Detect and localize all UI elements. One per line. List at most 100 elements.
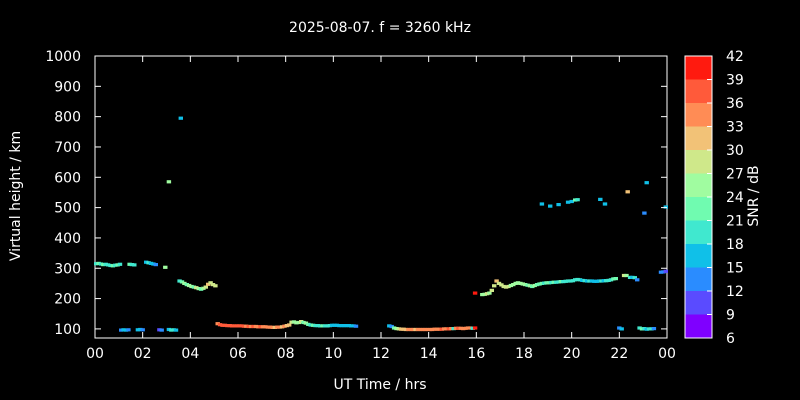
data-point	[94, 262, 99, 266]
data-point	[237, 324, 242, 328]
data-point	[422, 327, 428, 332]
x-tick-label: 20	[563, 346, 581, 362]
data-point	[270, 325, 275, 329]
data-point	[229, 324, 235, 328]
data-point	[592, 279, 597, 283]
colorbar: 6 9 12 15 18 21 24 27 30 33 36 39 42 SNR / dB	[684, 49, 762, 347]
data-point	[96, 261, 101, 265]
x-tick-label: 00	[86, 346, 104, 362]
data-point	[306, 322, 311, 326]
colorbar-band	[685, 220, 712, 244]
data-point	[349, 324, 354, 328]
data-point	[308, 323, 313, 327]
data-point	[315, 324, 320, 328]
data-point	[248, 324, 254, 329]
data-point	[140, 328, 145, 332]
colorbar-band	[685, 197, 712, 221]
data-point	[401, 327, 406, 331]
data-point	[458, 326, 463, 330]
data-point	[439, 327, 444, 331]
colorbar-label: SNR / dB	[746, 165, 762, 226]
data-point	[635, 278, 640, 282]
data-point	[310, 323, 316, 327]
data-point	[611, 277, 616, 281]
data-point	[418, 327, 423, 332]
data-point	[232, 324, 237, 328]
data-point	[532, 283, 537, 288]
y-tick-label: 900	[54, 79, 81, 95]
data-point	[432, 327, 437, 331]
data-point	[110, 264, 116, 268]
data-point	[341, 324, 347, 328]
data-point	[546, 281, 552, 285]
data-point	[275, 325, 280, 329]
data-point	[151, 262, 156, 266]
data-point	[561, 280, 566, 284]
y-tick-label: 600	[54, 170, 81, 186]
colorbar-tick-label: 30	[726, 143, 744, 159]
data-point	[494, 279, 499, 283]
data-point	[251, 324, 256, 329]
data-point	[121, 328, 126, 332]
data-point	[420, 327, 425, 332]
data-point	[446, 327, 452, 331]
data-point	[334, 323, 340, 327]
data-point	[215, 322, 220, 326]
x-axis-ticks: 00 02 04 06 08 10 12 14 16 18 20 22 00	[86, 56, 676, 362]
data-point	[117, 262, 123, 266]
data-point	[644, 327, 649, 331]
y-tick-label: 1000	[45, 49, 81, 65]
data-point	[639, 327, 645, 331]
data-point	[191, 285, 197, 289]
data-point	[157, 328, 162, 332]
x-tick-label: 10	[324, 346, 342, 362]
colorbar-ticks: 6 9 12 15 18 21 24 27 30 33 36 39 42	[707, 49, 744, 347]
data-point	[465, 326, 471, 330]
data-point	[119, 328, 124, 332]
y-tick-label: 400	[54, 231, 81, 247]
colorbar-band	[685, 314, 712, 338]
data-point	[201, 286, 206, 290]
data-point	[296, 320, 301, 325]
data-point	[322, 324, 328, 328]
data-point	[173, 328, 179, 332]
data-point	[646, 327, 652, 331]
data-point	[518, 281, 523, 285]
colorbar-tick-label: 21	[726, 214, 744, 230]
data-point	[258, 325, 263, 329]
data-point	[468, 326, 473, 330]
data-point	[577, 278, 583, 282]
data-point	[171, 328, 176, 332]
data-point	[227, 324, 232, 328]
colorbar-bands	[685, 56, 712, 338]
data-point	[144, 260, 149, 264]
colorbar-tick-label: 36	[726, 96, 744, 112]
data-point	[220, 323, 225, 327]
chart-title: 2025-08-07. f = 3260 kHz	[289, 20, 471, 36]
data-point	[663, 269, 668, 273]
data-point	[198, 287, 204, 291]
data-point	[539, 202, 545, 206]
data-point	[210, 283, 216, 287]
data-point	[589, 279, 595, 283]
data-point	[594, 279, 599, 283]
data-point	[456, 326, 461, 330]
data-point	[501, 284, 506, 289]
data-point	[279, 325, 285, 329]
data-point	[442, 327, 447, 331]
data-point	[425, 327, 430, 332]
data-point	[548, 204, 553, 208]
data-point	[496, 281, 502, 285]
data-point	[239, 324, 244, 328]
data-point	[585, 279, 590, 283]
data-point	[604, 279, 609, 283]
data-point	[132, 263, 137, 267]
data-point	[642, 211, 647, 215]
data-point	[515, 281, 521, 285]
y-tick-label: 200	[54, 292, 81, 308]
plot-area: 00 02 04 06 08 10 12 14 16 18 20 22 00 100 200 300 400 5…	[45, 49, 676, 362]
data-point	[287, 323, 292, 327]
data-point	[437, 327, 442, 331]
data-point	[346, 324, 351, 328]
